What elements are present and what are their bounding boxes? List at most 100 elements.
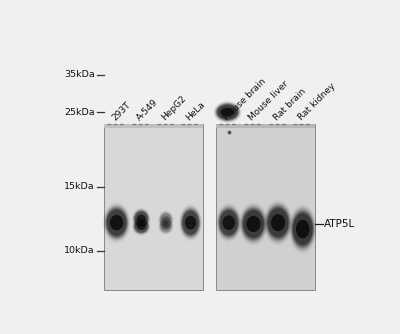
Text: 35kDa: 35kDa [64, 70, 95, 79]
Ellipse shape [162, 216, 170, 224]
Ellipse shape [106, 207, 128, 238]
Ellipse shape [134, 210, 148, 227]
Ellipse shape [134, 211, 148, 227]
Ellipse shape [182, 211, 199, 235]
Ellipse shape [220, 210, 238, 235]
Ellipse shape [242, 209, 264, 239]
Ellipse shape [216, 104, 238, 120]
Ellipse shape [105, 206, 128, 239]
Bar [216, 124, 315, 290]
Ellipse shape [216, 103, 240, 121]
Ellipse shape [243, 209, 264, 239]
Ellipse shape [243, 210, 264, 237]
Text: 10kDa: 10kDa [64, 246, 95, 256]
Ellipse shape [293, 214, 312, 244]
Ellipse shape [217, 104, 238, 120]
Ellipse shape [135, 211, 148, 226]
Ellipse shape [134, 219, 149, 233]
Ellipse shape [133, 219, 149, 234]
Text: 15kDa: 15kDa [64, 182, 95, 191]
Ellipse shape [291, 209, 314, 248]
Text: HeLa: HeLa [184, 100, 207, 122]
Ellipse shape [182, 209, 199, 236]
Ellipse shape [185, 216, 196, 229]
Ellipse shape [268, 208, 288, 237]
Ellipse shape [215, 103, 240, 122]
Ellipse shape [267, 206, 290, 239]
Text: Rat kidney: Rat kidney [296, 82, 337, 122]
Ellipse shape [134, 220, 148, 233]
Ellipse shape [106, 208, 127, 237]
Ellipse shape [243, 210, 264, 238]
Ellipse shape [241, 207, 266, 241]
Ellipse shape [241, 206, 266, 242]
Ellipse shape [217, 105, 238, 120]
Ellipse shape [182, 210, 199, 235]
Ellipse shape [292, 212, 313, 246]
Ellipse shape [222, 215, 235, 230]
Ellipse shape [266, 205, 290, 240]
Ellipse shape [105, 207, 128, 238]
Ellipse shape [291, 209, 314, 249]
Ellipse shape [134, 210, 149, 228]
Ellipse shape [220, 210, 238, 235]
Ellipse shape [182, 209, 200, 236]
Text: ATP5L: ATP5L [324, 219, 356, 229]
Ellipse shape [266, 204, 290, 241]
Ellipse shape [107, 209, 126, 236]
Ellipse shape [160, 213, 172, 227]
Ellipse shape [218, 207, 240, 239]
Ellipse shape [218, 208, 239, 237]
Ellipse shape [106, 209, 127, 237]
Ellipse shape [160, 221, 172, 232]
Ellipse shape [296, 220, 310, 238]
Ellipse shape [292, 210, 314, 248]
Ellipse shape [135, 221, 148, 232]
Ellipse shape [135, 220, 148, 232]
Ellipse shape [292, 212, 313, 246]
Text: Mouse brain: Mouse brain [222, 77, 268, 122]
Ellipse shape [160, 221, 172, 232]
Ellipse shape [221, 108, 234, 116]
Ellipse shape [218, 105, 237, 119]
Ellipse shape [134, 210, 149, 227]
Ellipse shape [160, 213, 172, 227]
Ellipse shape [268, 208, 288, 237]
Ellipse shape [162, 223, 170, 230]
Bar [216, 124, 315, 128]
Ellipse shape [137, 214, 146, 223]
Ellipse shape [160, 214, 172, 226]
Ellipse shape [216, 104, 239, 121]
Text: A-549: A-549 [135, 98, 160, 122]
Ellipse shape [242, 208, 265, 240]
Ellipse shape [134, 220, 148, 233]
Ellipse shape [216, 103, 239, 121]
Text: Mouse liver: Mouse liver [247, 79, 290, 122]
Bar [104, 124, 203, 290]
Ellipse shape [135, 212, 148, 226]
Ellipse shape [107, 210, 126, 235]
Ellipse shape [110, 215, 123, 230]
Ellipse shape [219, 209, 238, 236]
Ellipse shape [218, 207, 240, 238]
Ellipse shape [181, 208, 200, 237]
Ellipse shape [219, 209, 238, 236]
Ellipse shape [271, 214, 285, 231]
Ellipse shape [242, 207, 265, 240]
Ellipse shape [134, 219, 149, 234]
Text: 293T: 293T [110, 100, 132, 122]
Ellipse shape [134, 211, 148, 226]
Ellipse shape [265, 203, 291, 242]
Ellipse shape [181, 208, 200, 237]
Ellipse shape [266, 205, 290, 240]
Ellipse shape [105, 206, 128, 239]
Ellipse shape [182, 211, 198, 234]
Text: 25kDa: 25kDa [64, 108, 95, 117]
Ellipse shape [217, 105, 238, 120]
Ellipse shape [293, 213, 313, 245]
Text: Rat brain: Rat brain [272, 87, 307, 122]
Ellipse shape [181, 207, 200, 238]
Bar [104, 124, 203, 128]
Ellipse shape [104, 205, 129, 240]
Ellipse shape [267, 207, 289, 239]
